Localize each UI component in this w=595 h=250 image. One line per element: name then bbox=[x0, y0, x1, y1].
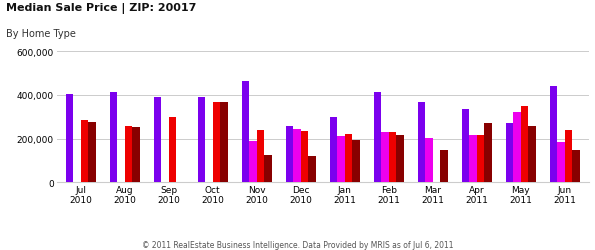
Bar bbox=[257, 131, 264, 182]
Bar bbox=[308, 157, 316, 182]
Bar bbox=[484, 124, 492, 182]
Bar bbox=[381, 133, 389, 182]
Bar bbox=[550, 87, 558, 182]
Bar bbox=[528, 126, 536, 182]
Bar bbox=[293, 129, 301, 182]
Bar bbox=[220, 102, 228, 182]
Bar bbox=[109, 92, 117, 182]
Bar bbox=[572, 150, 580, 182]
Bar bbox=[565, 130, 572, 182]
Bar bbox=[506, 123, 513, 182]
Bar bbox=[513, 113, 521, 182]
Bar bbox=[249, 141, 257, 182]
Bar bbox=[462, 110, 469, 182]
Bar bbox=[264, 155, 272, 182]
Bar bbox=[440, 150, 448, 182]
Bar bbox=[66, 94, 73, 182]
Bar bbox=[337, 137, 345, 182]
Bar bbox=[88, 122, 96, 182]
Bar bbox=[169, 118, 176, 182]
Bar bbox=[425, 138, 433, 182]
Text: By Home Type: By Home Type bbox=[6, 29, 76, 39]
Bar bbox=[477, 136, 484, 182]
Bar bbox=[389, 133, 396, 182]
Bar bbox=[242, 82, 249, 182]
Bar bbox=[345, 135, 352, 182]
Bar bbox=[469, 136, 477, 182]
Bar bbox=[154, 98, 161, 182]
Bar bbox=[81, 120, 88, 182]
Bar bbox=[352, 140, 360, 182]
Bar bbox=[286, 126, 293, 182]
Bar bbox=[374, 92, 381, 182]
Bar bbox=[132, 128, 140, 182]
Bar bbox=[213, 102, 220, 182]
Text: © 2011 RealEstate Business Intelligence. Data Provided by MRIS as of Jul 6, 2011: © 2011 RealEstate Business Intelligence.… bbox=[142, 240, 453, 249]
Bar bbox=[418, 102, 425, 182]
Bar bbox=[198, 98, 205, 182]
Bar bbox=[521, 106, 528, 182]
Bar bbox=[330, 118, 337, 182]
Text: Median Sale Price | ZIP: 20017: Median Sale Price | ZIP: 20017 bbox=[6, 2, 196, 14]
Bar bbox=[125, 126, 132, 182]
Bar bbox=[301, 132, 308, 182]
Bar bbox=[396, 135, 404, 182]
Bar bbox=[558, 143, 565, 182]
